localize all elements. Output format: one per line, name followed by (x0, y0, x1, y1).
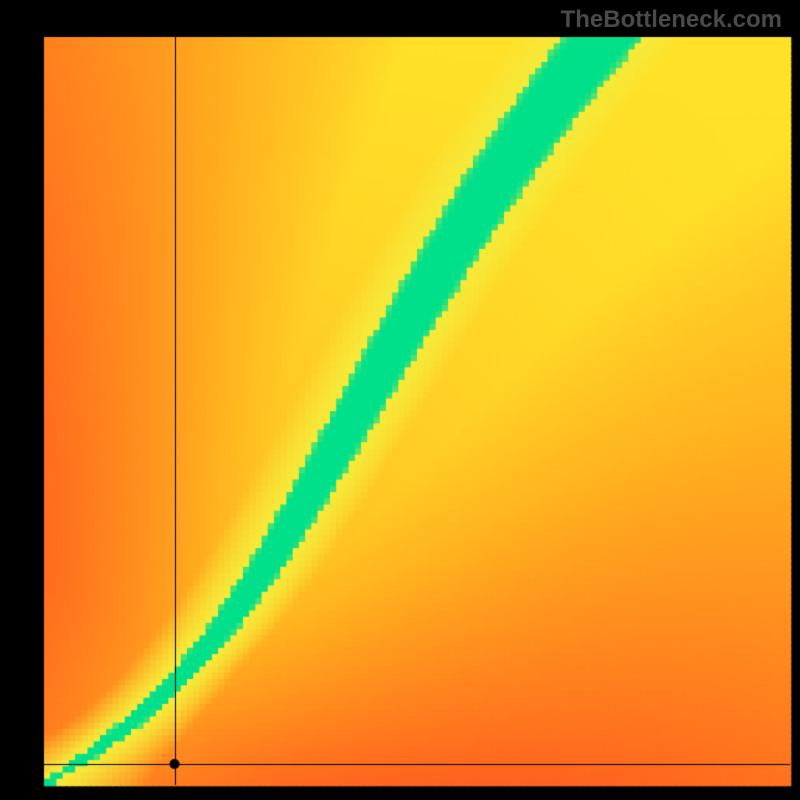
bottleneck-heatmap (0, 0, 800, 800)
chart-container: TheBottleneck.com (0, 0, 800, 800)
watermark-text: TheBottleneck.com (561, 6, 782, 34)
